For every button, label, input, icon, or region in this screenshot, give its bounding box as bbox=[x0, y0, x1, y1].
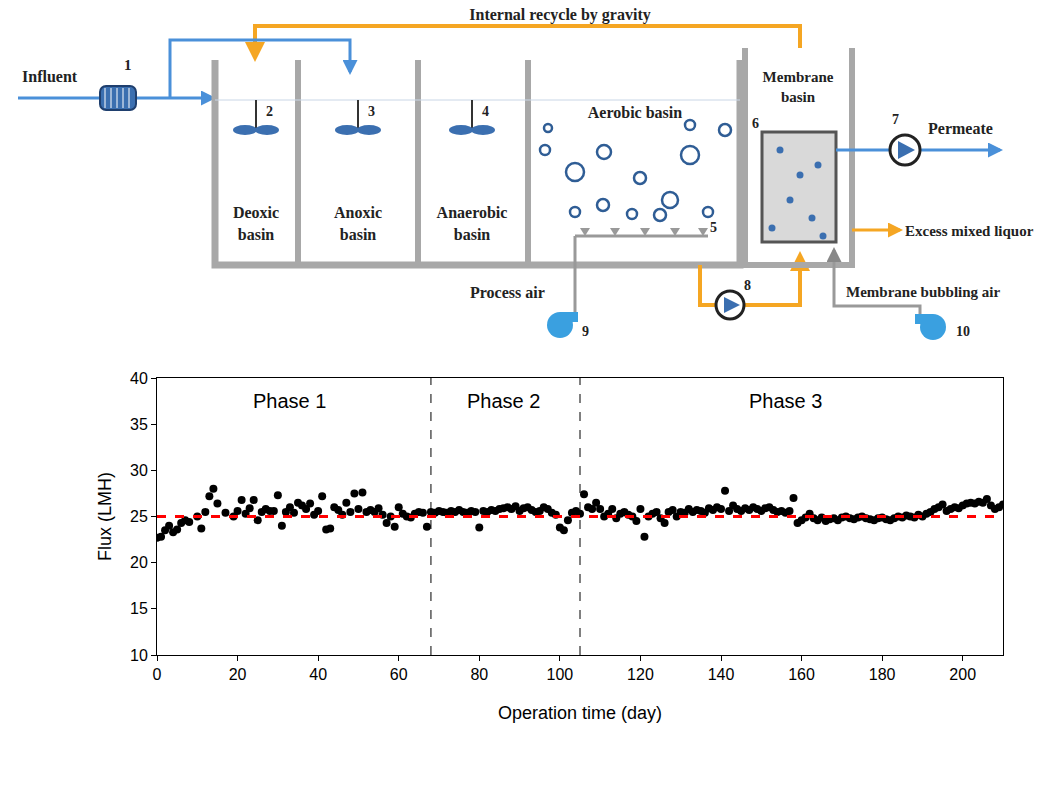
svg-text:40: 40 bbox=[309, 666, 327, 683]
svg-text:7: 7 bbox=[892, 112, 899, 127]
svg-text:10: 10 bbox=[956, 324, 970, 339]
svg-text:Aerobic basin: Aerobic basin bbox=[588, 104, 682, 121]
svg-text:4: 4 bbox=[482, 104, 489, 119]
svg-text:Deoxic: Deoxic bbox=[233, 204, 279, 221]
svg-text:Flux (LMH): Flux (LMH) bbox=[95, 472, 115, 561]
svg-text:Influent: Influent bbox=[22, 68, 78, 85]
svg-text:Process air: Process air bbox=[470, 284, 545, 301]
svg-text:5: 5 bbox=[710, 220, 717, 235]
svg-text:8: 8 bbox=[744, 278, 751, 293]
svg-text:1: 1 bbox=[124, 57, 132, 73]
svg-text:6: 6 bbox=[752, 116, 759, 131]
svg-text:Phase 3: Phase 3 bbox=[749, 390, 822, 412]
svg-text:Operation time (day): Operation time (day) bbox=[498, 703, 662, 723]
svg-text:2: 2 bbox=[266, 104, 273, 119]
svg-text:Membrane bubbling air: Membrane bubbling air bbox=[846, 284, 1001, 300]
svg-text:100: 100 bbox=[547, 666, 574, 683]
svg-text:80: 80 bbox=[470, 666, 488, 683]
svg-text:basin: basin bbox=[238, 226, 275, 243]
svg-text:160: 160 bbox=[788, 666, 815, 683]
svg-text:15: 15 bbox=[130, 600, 148, 617]
svg-text:Phase 2: Phase 2 bbox=[467, 390, 540, 412]
svg-text:140: 140 bbox=[708, 666, 735, 683]
svg-text:Phase 1: Phase 1 bbox=[253, 390, 326, 412]
svg-text:20: 20 bbox=[229, 666, 247, 683]
svg-text:Anaerobic: Anaerobic bbox=[437, 204, 508, 221]
svg-text:9: 9 bbox=[582, 324, 589, 339]
svg-text:35: 35 bbox=[130, 416, 148, 433]
svg-text:Membrane: Membrane bbox=[763, 69, 834, 85]
svg-text:Excess mixed liquor: Excess mixed liquor bbox=[905, 223, 1034, 239]
svg-text:basin: basin bbox=[454, 226, 491, 243]
svg-text:Internal recycle by gravity: Internal recycle by gravity bbox=[469, 6, 650, 24]
svg-text:200: 200 bbox=[949, 666, 976, 683]
svg-text:0: 0 bbox=[153, 666, 162, 683]
svg-text:10: 10 bbox=[130, 647, 148, 664]
svg-text:basin: basin bbox=[781, 89, 816, 105]
svg-text:basin: basin bbox=[340, 226, 377, 243]
svg-text:3: 3 bbox=[368, 104, 375, 119]
svg-text:30: 30 bbox=[130, 462, 148, 479]
svg-text:60: 60 bbox=[390, 666, 408, 683]
svg-text:40: 40 bbox=[130, 370, 148, 387]
svg-text:Anoxic: Anoxic bbox=[334, 204, 382, 221]
svg-text:120: 120 bbox=[627, 666, 654, 683]
svg-text:25: 25 bbox=[130, 508, 148, 525]
svg-text:Permeate: Permeate bbox=[928, 120, 993, 137]
svg-text:20: 20 bbox=[130, 554, 148, 571]
svg-text:180: 180 bbox=[869, 666, 896, 683]
